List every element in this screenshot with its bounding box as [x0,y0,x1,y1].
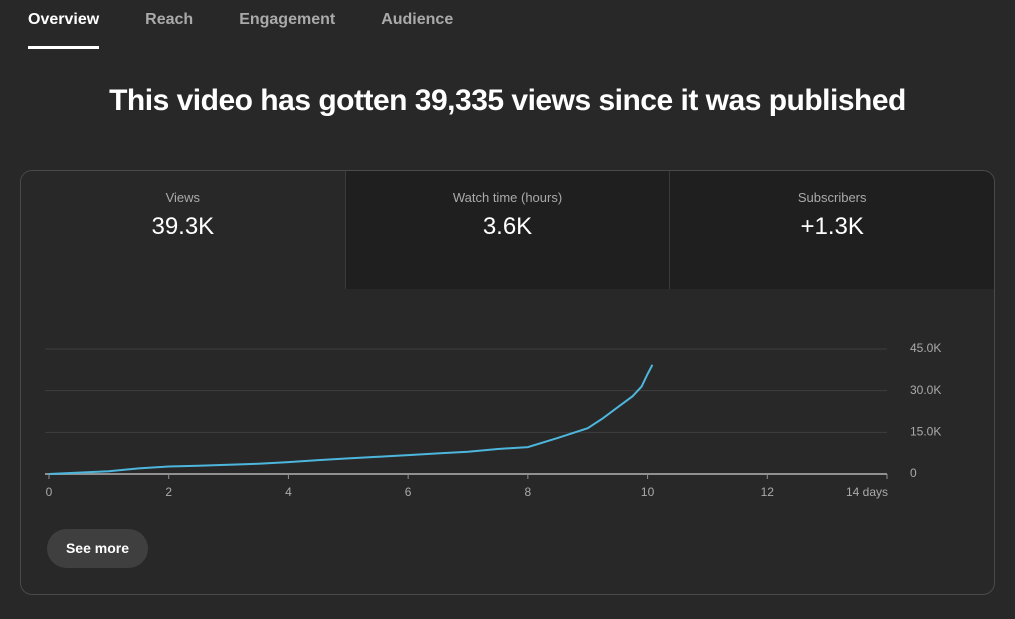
metrics: Views 39.3K Watch time (hours) 3.6K Subscrib… [21,171,994,289]
y-tick-label: 30.0K [910,383,941,397]
views-line [48,364,654,475]
headline: This video has gotten 39,335 views since… [109,84,906,117]
y-tick-label: 15.0K [910,425,941,439]
metric-label: Subscribers [797,190,867,205]
x-tick-label: 0 [46,485,53,499]
x-tick-label: 8 [525,485,532,499]
metric-label: Views [165,190,201,205]
metric-card[interactable]: Views 39.3K [21,171,345,289]
x-tick-label: 10 [641,485,655,499]
metric-value: 39.3K [151,213,215,240]
tab[interactable]: Reach [145,11,194,28]
x-tick-label: 12 [761,485,775,499]
metric-value: +1.3K [800,213,864,240]
tab[interactable]: Audience [381,11,454,28]
tab-bar: Overview Reach Engagement Audience [28,0,454,49]
tab[interactable]: Engagement [239,11,336,28]
metric-label: Watch time (hours) [452,190,563,205]
x-tick-label: 2 [165,485,172,499]
metric-value: 3.6K [482,213,533,240]
metric-card[interactable]: Watch time (hours) 3.6K [344,171,670,289]
x-tick-label: 6 [405,485,412,499]
y-tick-label: 0 [910,466,917,480]
see-more-button[interactable]: See more [47,529,148,568]
tab[interactable]: Overview [28,0,100,49]
x-tick-label: 4 [285,485,292,499]
x-tick-label: 14 days [846,485,888,499]
y-tick-label: 45.0K [910,341,941,355]
card: Views 39.3K Watch time (hours) 3.6K Subscrib… [20,170,995,595]
metric-card[interactable]: Subscribers +1.3K [669,171,994,289]
